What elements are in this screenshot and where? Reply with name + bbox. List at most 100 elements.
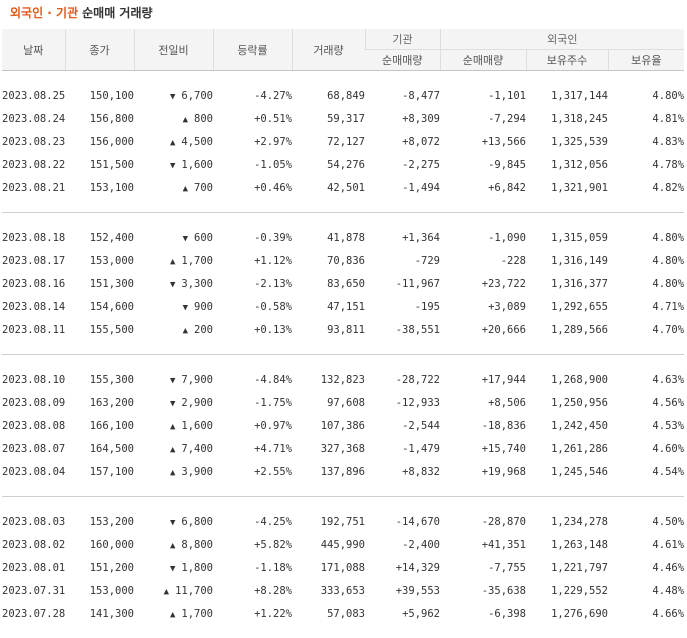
group-spacer [2,483,684,497]
cell-rate: +1.22% [213,602,292,625]
cell-holding-ratio: 4.83% [608,130,684,153]
cell-close: 150,100 [65,84,134,107]
cell-foreign-net: +8,506 [440,391,526,414]
cell-rate: -4.27% [213,84,292,107]
cell-change: ▼6,800 [134,510,213,533]
cell-institution-net: -1,494 [365,176,440,199]
cell-rate: +0.97% [213,414,292,437]
cell-change-value: 6,700 [181,90,213,102]
cell-date: 2023.08.21 [2,176,65,199]
cell-volume: 327,368 [292,437,365,460]
cell-date: 2023.08.24 [2,107,65,130]
cell-close: 156,000 [65,130,134,153]
cell-institution-net: -2,544 [365,414,440,437]
cell-foreign-net: -35,638 [440,579,526,602]
cell-change: ▼ 600 [134,226,213,249]
triangle-down-icon: ▼ [170,92,175,102]
cell-rate: +0.13% [213,318,292,341]
cell-foreign-net: -9,845 [440,153,526,176]
cell-holdings: 1,321,901 [526,176,608,199]
cell-institution-net: -8,477 [365,84,440,107]
cell-holding-ratio: 4.66% [608,602,684,625]
cell-institution-net: -195 [365,295,440,318]
cell-change: ▲11,700 [134,579,213,602]
cell-foreign-net: -228 [440,249,526,272]
triangle-up-icon: ▲ [183,115,188,125]
cell-rate: +0.51% [213,107,292,130]
cell-foreign-net: +19,968 [440,460,526,483]
cell-change-value: 7,900 [181,374,213,386]
cell-volume: 97,608 [292,391,365,414]
header-foreign-group: 외국인 [440,29,684,50]
cell-close: 152,400 [65,226,134,249]
cell-change-value: 7,400 [181,443,213,455]
triangle-down-icon: ▼ [170,564,175,574]
cell-rate: +1.12% [213,249,292,272]
cell-holdings: 1,292,655 [526,295,608,318]
header-institution-net: 순매매량 [365,50,440,71]
cell-volume: 192,751 [292,510,365,533]
triangle-down-icon: ▼ [170,161,175,171]
group-spacer [2,497,684,510]
cell-foreign-net: -28,870 [440,510,526,533]
cell-holdings: 1,242,450 [526,414,608,437]
cell-change-value: 700 [194,182,213,194]
cell-holdings: 1,250,956 [526,391,608,414]
cell-change-value: 3,300 [181,278,213,290]
cell-date: 2023.08.23 [2,130,65,153]
triangle-up-icon: ▲ [183,184,188,194]
triangle-up-icon: ▲ [170,138,175,148]
section-title: 외국인 · 기관 순매매 거래량 [0,0,687,24]
cell-institution-net: -11,967 [365,272,440,295]
cell-date: 2023.08.17 [2,249,65,272]
cell-volume: 137,896 [292,460,365,483]
cell-holdings: 1,268,900 [526,368,608,391]
cell-date: 2023.08.09 [2,391,65,414]
triangle-up-icon: ▲ [170,541,175,551]
cell-holding-ratio: 4.53% [608,414,684,437]
cell-rate: -1.18% [213,556,292,579]
cell-institution-net: -14,670 [365,510,440,533]
cell-close: 153,000 [65,579,134,602]
group-spacer [2,625,684,638]
cell-rate: +4.71% [213,437,292,460]
triangle-down-icon: ▼ [170,376,175,386]
cell-holding-ratio: 4.56% [608,391,684,414]
cell-holdings: 1,229,552 [526,579,608,602]
cell-institution-net: -1,479 [365,437,440,460]
cell-rate: -1.05% [213,153,292,176]
cell-institution-net: -2,400 [365,533,440,556]
triangle-up-icon: ▲ [170,257,175,267]
cell-rate: +2.97% [213,130,292,153]
table-header: 날짜 종가 전일비 등락률 거래량 기관 외국인 순매매량 순매매량 보유주수 … [2,29,684,71]
cell-date: 2023.08.08 [2,414,65,437]
cell-change: ▼1,800 [134,556,213,579]
cell-date: 2023.08.04 [2,460,65,483]
cell-date: 2023.08.22 [2,153,65,176]
cell-holding-ratio: 4.54% [608,460,684,483]
cell-close: 164,500 [65,437,134,460]
cell-holding-ratio: 4.71% [608,295,684,318]
cell-holdings: 1,263,148 [526,533,608,556]
triangle-up-icon: ▲ [170,445,175,455]
cell-close: 153,000 [65,249,134,272]
cell-change-value: 8,800 [181,539,213,551]
cell-holding-ratio: 4.50% [608,510,684,533]
cell-holdings: 1,245,546 [526,460,608,483]
cell-change-value: 800 [194,113,213,125]
triangle-down-icon: ▼ [183,234,188,244]
cell-date: 2023.08.25 [2,84,65,107]
cell-change-value: 6,800 [181,516,213,528]
cell-institution-net: -38,551 [365,318,440,341]
cell-change-value: 600 [194,232,213,244]
cell-rate: +0.46% [213,176,292,199]
cell-rate: -4.84% [213,368,292,391]
cell-change: ▲ 8,800 [134,533,213,556]
cell-date: 2023.08.18 [2,226,65,249]
cell-foreign-net: -1,101 [440,84,526,107]
triangle-up-icon: ▲ [170,468,175,478]
